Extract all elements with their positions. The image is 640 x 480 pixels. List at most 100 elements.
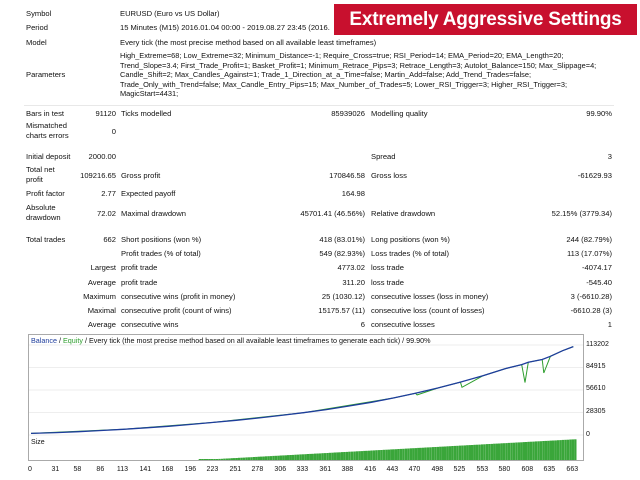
- parameters-label: Parameters: [26, 70, 66, 79]
- size-bar: [247, 457, 251, 460]
- size-bar: [274, 455, 278, 460]
- total-trades-label: Total trades: [26, 235, 66, 244]
- settings-banner: Extremely Aggressive Settings: [334, 4, 637, 35]
- average-label: Average: [87, 278, 116, 287]
- size-bar: [203, 459, 206, 460]
- size-bar: [264, 456, 268, 460]
- x-tick-label: 306: [274, 466, 287, 473]
- size-bar: [426, 447, 430, 460]
- model-value: Every tick (the most precise method base…: [120, 38, 377, 47]
- size-bar: [446, 446, 449, 460]
- mismatched-value: 0: [111, 127, 116, 136]
- divider: [24, 105, 614, 106]
- largest-loss-label: loss trade: [371, 263, 404, 272]
- parameters-value: High_Extreme=68; Low_Extreme=32; Minimum…: [120, 51, 597, 99]
- total-net-profit-value: 109216.65: [80, 171, 116, 180]
- size-bar: [559, 440, 562, 460]
- largest-profit-label: profit trade: [121, 263, 158, 272]
- size-bar: [422, 447, 425, 460]
- absolute-drawdown-value: 72.02: [96, 209, 116, 218]
- size-bar: [412, 448, 415, 460]
- size-bar: [561, 439, 565, 460]
- size-bar: [542, 441, 545, 460]
- size-bar: [336, 452, 339, 460]
- size-plot: [198, 439, 577, 460]
- ticks-modelled-value: 85939026: [331, 109, 365, 118]
- size-bar: [299, 454, 302, 460]
- size-bar: [414, 448, 417, 460]
- size-bar: [279, 455, 282, 460]
- symbol-value: EURUSD (Euro vs US Dollar): [120, 9, 220, 18]
- size-bar: [375, 450, 378, 460]
- x-tick-label: 168: [161, 466, 174, 473]
- x-tick-label: 663: [566, 466, 579, 473]
- largest-profit-value: 4773.02: [337, 263, 365, 272]
- size-bar: [358, 451, 361, 460]
- size-bar: [483, 444, 486, 460]
- size-bar: [552, 440, 555, 460]
- size-bar: [220, 458, 224, 460]
- size-bar: [574, 439, 577, 460]
- size-bar: [289, 455, 292, 460]
- gross-loss-label: Gross loss: [371, 171, 407, 180]
- legend-slash: /: [56, 336, 63, 345]
- size-bar: [304, 454, 307, 460]
- size-bar: [294, 454, 297, 460]
- size-bar: [245, 457, 248, 460]
- size-bar: [475, 444, 479, 460]
- size-bar: [363, 450, 366, 460]
- x-tick-label: 608: [521, 466, 534, 473]
- legend-equity: Equity: [62, 336, 83, 345]
- size-bar: [260, 456, 263, 460]
- initial-deposit-value: 2000.00: [88, 152, 116, 161]
- bars-in-test-label: Bars in test: [26, 109, 64, 118]
- size-bar: [399, 448, 403, 460]
- loss-trades-value: 113 (17.07%): [566, 249, 612, 258]
- gross-loss-value: -61629.93: [577, 171, 612, 180]
- size-bar: [240, 457, 243, 460]
- size-bar: [348, 451, 351, 460]
- size-bar: [306, 454, 309, 460]
- size-bar: [493, 443, 496, 460]
- balance-line: [30, 345, 574, 435]
- size-bar: [549, 440, 552, 460]
- size-bar: [458, 445, 462, 460]
- chart-plot: [29, 344, 583, 436]
- size-bar: [291, 454, 295, 460]
- size-bar: [230, 458, 233, 460]
- size-bar: [515, 442, 518, 460]
- size-bar: [323, 453, 327, 460]
- absolute-drawdown-label: Absolute drawdown: [26, 203, 61, 222]
- size-bar: [282, 455, 285, 460]
- y-tick-label: 84915: [586, 362, 606, 370]
- size-bar: [201, 459, 204, 460]
- bars-in-test-value: 91120: [95, 109, 116, 118]
- size-bar: [395, 449, 398, 460]
- size-bar: [318, 453, 322, 460]
- x-tick-label: 388: [341, 466, 354, 473]
- profit-factor-value: 2.77: [101, 189, 116, 198]
- size-bar: [547, 440, 550, 460]
- size-bar: [510, 442, 513, 460]
- size-bar: [237, 457, 241, 460]
- size-label: Size: [31, 439, 45, 446]
- size-bar: [360, 451, 363, 460]
- size-bar: [343, 452, 346, 460]
- avg-cons-label: Average: [87, 320, 116, 329]
- size-bar: [257, 456, 260, 460]
- size-bar: [444, 446, 447, 460]
- size-bar: [215, 459, 219, 460]
- size-bar: [502, 443, 506, 460]
- spread-value: 3: [607, 152, 612, 161]
- y-tick-label: 113202: [586, 340, 609, 348]
- size-bar: [471, 445, 474, 460]
- size-bar: [404, 448, 408, 460]
- size-bar: [485, 444, 489, 460]
- max-cons-wins-value: 25 (1030.12): [321, 292, 365, 301]
- avg-cons-wins-label: consecutive wins: [121, 320, 179, 329]
- size-bar: [235, 458, 238, 460]
- period-label: Period: [26, 23, 48, 32]
- size-bar: [333, 452, 336, 460]
- size-bar: [517, 442, 521, 460]
- symbol-label: Symbol: [26, 9, 52, 18]
